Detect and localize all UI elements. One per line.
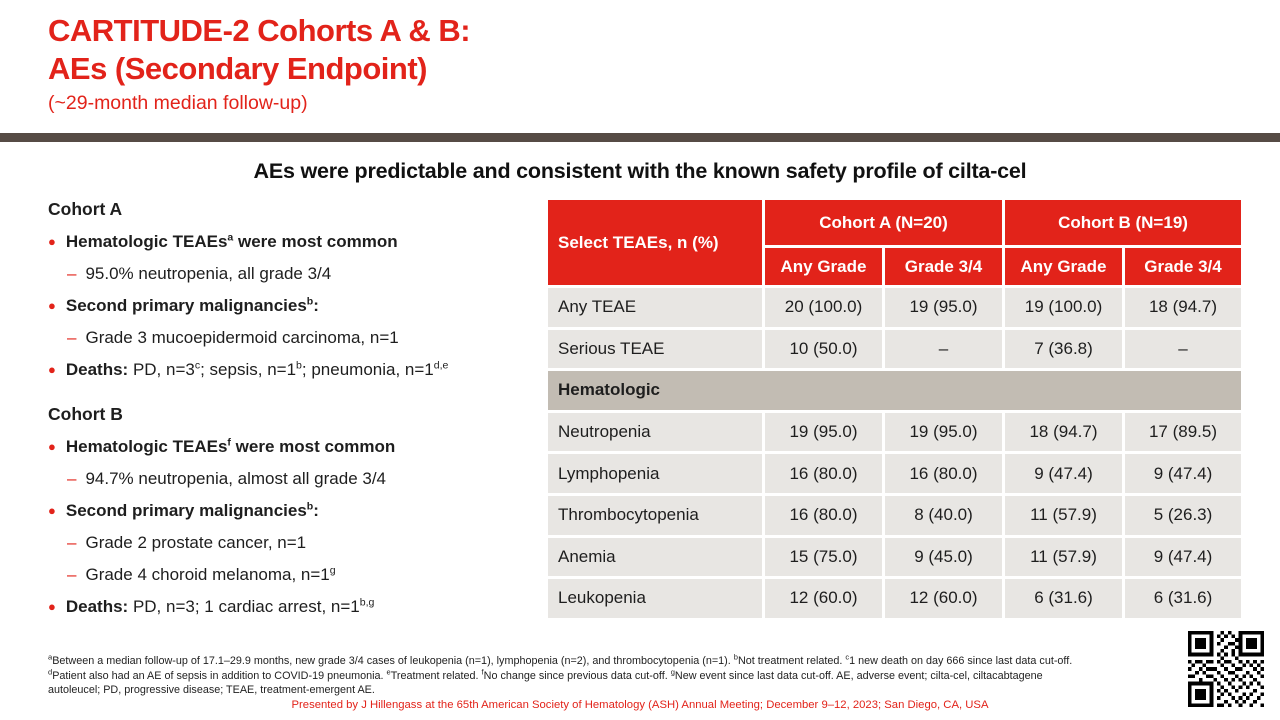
cohort-a-bullet-malignancies: ● Second primary malignanciesb: — [48, 295, 553, 316]
table-cell: 18 (94.7) — [1005, 412, 1122, 452]
row-label-serious-teae: Serious TEAE — [548, 329, 762, 369]
footnote-line-2: dPatient also had an AE of sepsis in add… — [48, 667, 1043, 682]
bullet-text: Deaths: PD, n=3; 1 cardiac arrest, n=1b,… — [65, 596, 375, 616]
dash-icon: – — [67, 533, 77, 552]
bullet-dot-icon: ● — [48, 599, 56, 614]
slide-title-line2: AEs (Secondary Endpoint) — [48, 51, 427, 86]
table-subheader-any-grade-b: Any Grade — [1005, 248, 1122, 285]
table-cell: 16 (80.0) — [765, 454, 882, 493]
cohort-a-bullet-hematologic: ● Hematologic TEAEsa were most common — [48, 231, 553, 252]
table-cell: 8 (40.0) — [885, 495, 1002, 535]
bullet-dot-icon: ● — [48, 234, 56, 249]
table-cell: 11 (57.9) — [1005, 495, 1122, 535]
cohort-b-bullet-hematologic: ● Hematologic TEAEsf were most common — [48, 436, 553, 457]
footnotes: aBetween a median follow-up of 17.1–29.9… — [48, 652, 1180, 698]
bullet-column: Cohort A ● Hematologic TEAEsa were most … — [48, 199, 553, 628]
table-cell: 9 (47.4) — [1005, 454, 1122, 493]
bullet-dot-icon: ● — [48, 439, 56, 454]
row-label-leukopenia: Leukopenia — [548, 579, 762, 618]
footnote-line-1: aBetween a median follow-up of 17.1–29.9… — [48, 652, 1073, 667]
table-header-cohort-a: Cohort A (N=20) — [765, 200, 1002, 245]
table-cell: 9 (47.4) — [1125, 454, 1241, 493]
table-cell: 20 (100.0) — [765, 288, 882, 327]
table-section-hematologic: Hematologic — [548, 371, 1241, 410]
row-label-any-teae: Any TEAE — [548, 288, 762, 327]
cohort-b-sub-melanoma: – Grade 4 choroid melanoma, n=1g — [67, 564, 553, 585]
table-cell: 11 (57.9) — [1005, 537, 1122, 577]
sub-bullet-text: Grade 4 choroid melanoma, n=1g — [85, 564, 336, 584]
row-label-thrombocytopenia: Thrombocytopenia — [548, 495, 762, 535]
bullet-text: Hematologic TEAEsf were most common — [65, 436, 396, 456]
table-cell: 19 (95.0) — [885, 288, 1002, 327]
dash-icon: – — [67, 469, 77, 488]
sub-bullet-text: 94.7% neutropenia, almost all grade 3/4 — [85, 469, 386, 488]
cohort-a-heading: Cohort A — [48, 199, 123, 219]
table-cell: – — [885, 329, 1002, 369]
bullet-text: Hematologic TEAEsa were most common — [65, 231, 398, 251]
cohort-b-sub-neutropenia: – 94.7% neutropenia, almost all grade 3/… — [67, 468, 553, 489]
dash-icon: – — [67, 264, 77, 283]
sub-bullet-text: 95.0% neutropenia, all grade 3/4 — [85, 264, 332, 283]
table-cell: 16 (80.0) — [765, 495, 882, 535]
table-cell: 15 (75.0) — [765, 537, 882, 577]
bullet-text: Second primary malignanciesb: — [65, 295, 319, 315]
slide-title-line1: CARTITUDE-2 Cohorts A & B: — [48, 13, 471, 48]
cohort-a-bullet-deaths: ● Deaths: PD, n=3c; sepsis, n=1b; pneumo… — [48, 359, 553, 380]
cohort-b-sub-prostate: – Grade 2 prostate cancer, n=1 — [67, 532, 553, 553]
bullet-text: Second primary malignanciesb: — [65, 500, 319, 520]
table-subheader-grade34-a: Grade 3/4 — [885, 248, 1002, 285]
table-cell: 19 (100.0) — [1005, 288, 1122, 327]
cohort-a-sub-neutropenia: – 95.0% neutropenia, all grade 3/4 — [67, 263, 553, 284]
row-label-lymphopenia: Lymphopenia — [548, 454, 762, 493]
row-label-neutropenia: Neutropenia — [548, 412, 762, 452]
cohort-a-sub-carcinoma: – Grade 3 mucoepidermoid carcinoma, n=1 — [67, 327, 553, 348]
cohort-b-bullet-malignancies: ● Second primary malignanciesb: — [48, 500, 553, 521]
table-cell: 12 (60.0) — [765, 579, 882, 618]
table-subheader-grade34-b: Grade 3/4 — [1125, 248, 1241, 285]
cohort-b-block: Cohort B ● Hematologic TEAEsf were most … — [48, 404, 553, 617]
table-cell: 19 (95.0) — [765, 412, 882, 452]
table-cell: – — [1125, 329, 1241, 369]
qr-code — [1188, 631, 1264, 707]
slide-subtitle: (~29-month median follow-up) — [48, 92, 308, 114]
table-cell: 6 (31.6) — [1125, 579, 1241, 618]
row-label-anemia: Anemia — [548, 537, 762, 577]
title-block: CARTITUDE-2 Cohorts A & B: AEs (Secondar… — [48, 12, 471, 115]
header-divider-bar — [0, 133, 1280, 142]
dash-icon: – — [67, 328, 77, 347]
table-cell: 5 (26.3) — [1125, 495, 1241, 535]
cohort-b-bullet-deaths: ● Deaths: PD, n=3; 1 cardiac arrest, n=1… — [48, 596, 553, 617]
sub-bullet-text: Grade 2 prostate cancer, n=1 — [85, 533, 307, 552]
key-message: AEs were predictable and consistent with… — [253, 159, 1027, 183]
table-cell: 10 (50.0) — [765, 329, 882, 369]
dash-icon: – — [67, 565, 77, 584]
table-header-select-teaes: Select TEAEs, n (%) — [548, 200, 762, 285]
bullet-text: Deaths: PD, n=3c; sepsis, n=1b; pneumoni… — [65, 359, 449, 379]
table-header-cohort-b: Cohort B (N=19) — [1005, 200, 1241, 245]
table-cell: 18 (94.7) — [1125, 288, 1241, 327]
table-cell: 9 (45.0) — [885, 537, 1002, 577]
sub-bullet-text: Grade 3 mucoepidermoid carcinoma, n=1 — [85, 328, 399, 347]
table-cell: 7 (36.8) — [1005, 329, 1122, 369]
table-cell: 19 (95.0) — [885, 412, 1002, 452]
table-cell: 16 (80.0) — [885, 454, 1002, 493]
bullet-dot-icon: ● — [48, 503, 56, 518]
table-cell: 17 (89.5) — [1125, 412, 1241, 452]
bullet-dot-icon: ● — [48, 298, 56, 313]
table-cell: 9 (47.4) — [1125, 537, 1241, 577]
cohort-a-block: Cohort A ● Hematologic TEAEsa were most … — [48, 199, 553, 380]
table-cell: 12 (60.0) — [885, 579, 1002, 618]
footnote-line-3: autoleucel; PD, progressive disease; TEA… — [48, 684, 375, 697]
table-cell: 6 (31.6) — [1005, 579, 1122, 618]
cohort-b-heading: Cohort B — [48, 404, 123, 424]
teae-table: Select TEAEs, n (%) Cohort A (N=20) Coho… — [548, 200, 1241, 618]
table-subheader-any-grade-a: Any Grade — [765, 248, 882, 285]
presenter-credit: Presented by J Hillengass at the 65th Am… — [291, 699, 989, 711]
bullet-dot-icon: ● — [48, 362, 56, 377]
